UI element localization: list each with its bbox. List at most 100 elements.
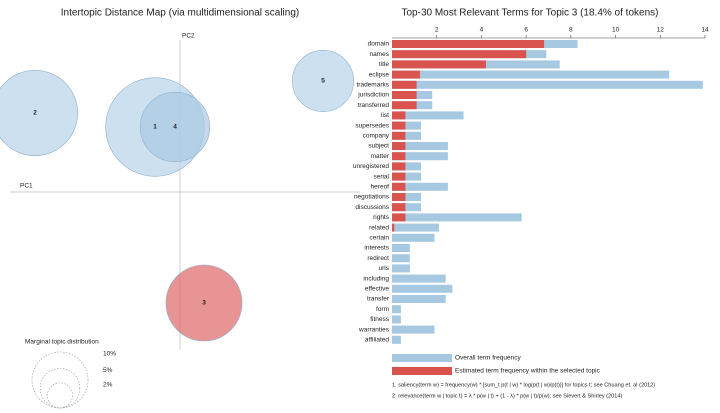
overall-bar — [392, 172, 422, 181]
legend-swatch — [392, 367, 452, 375]
term-label: unregistered — [353, 163, 390, 170]
footnote: 1. saliency(term w) = frequency(w) * [su… — [392, 382, 655, 388]
overall-bar — [392, 223, 439, 232]
term-label: list — [381, 112, 389, 119]
pc2-label: PC2 — [182, 33, 195, 40]
footnote: 2. relevance(term w | topic t) = λ * p(w… — [392, 393, 622, 399]
term-label: title — [379, 61, 390, 68]
marginal-label: 10% — [103, 351, 116, 358]
legend-swatch — [392, 354, 452, 362]
topic-label: 2 — [33, 110, 37, 117]
overall-bar — [392, 111, 464, 120]
term-label: form — [376, 306, 389, 313]
term-label: domain — [368, 41, 390, 48]
overall-bar — [392, 131, 422, 140]
term-label: including — [363, 275, 389, 282]
topic-bar — [392, 101, 417, 110]
term-label: urls — [379, 265, 390, 272]
topic-bar — [392, 40, 545, 48]
term-label: serial — [373, 173, 389, 180]
term-label: trademarks — [356, 82, 389, 89]
overall-bar — [392, 254, 410, 263]
term-label: effective — [365, 286, 389, 293]
x-tick-label: 2 — [435, 27, 439, 34]
term-label: affiliated — [365, 337, 389, 344]
term-label: related — [369, 224, 389, 231]
overall-bar — [392, 335, 401, 344]
x-tick-label: 12 — [657, 27, 665, 34]
term-label: warranties — [358, 326, 390, 333]
term-label: subject — [368, 143, 389, 150]
topic-bubble — [139, 91, 211, 163]
topic-bar — [392, 80, 417, 89]
x-tick-label: 14 — [701, 27, 709, 34]
overall-bar — [392, 182, 448, 191]
topic-bar — [392, 70, 420, 79]
marginal-circle — [47, 382, 73, 409]
term-label: fitness — [370, 316, 390, 323]
overall-bar — [392, 264, 410, 273]
topic-bar — [392, 162, 406, 171]
x-tick-label: 10 — [612, 27, 620, 34]
term-label: supersedes — [355, 122, 389, 129]
topic-bar — [392, 193, 406, 201]
term-label: redirect — [367, 255, 389, 262]
topic-bar — [392, 152, 406, 161]
overall-bar — [392, 80, 703, 89]
topic-label: 5 — [321, 78, 325, 85]
topic-bar — [392, 111, 406, 120]
topic-label: 4 — [173, 124, 177, 131]
marginal-label: 2% — [103, 382, 113, 389]
legend-label: Overall term frequency — [455, 355, 521, 362]
marginal-circle — [31, 351, 89, 409]
overall-bar — [392, 152, 448, 161]
legend-label: Estimated term frequency within the sele… — [455, 368, 601, 375]
term-label: names — [369, 51, 389, 58]
topic-bar — [392, 91, 417, 99]
overall-bar — [392, 162, 422, 171]
topic-bubble — [0, 70, 78, 156]
x-tick-label: 8 — [569, 27, 573, 34]
marginal-circle — [39, 368, 81, 409]
marginal-label: 5% — [103, 367, 113, 374]
overall-bar — [392, 121, 422, 130]
overall-bar — [392, 295, 446, 303]
topic-bubble — [165, 264, 243, 342]
overall-bar — [392, 244, 410, 252]
topic-bar — [392, 172, 406, 181]
overall-bar — [392, 284, 453, 293]
topic-bar — [392, 131, 406, 140]
term-label: certain — [369, 235, 389, 242]
term-label: company — [363, 133, 390, 140]
topic-bar — [392, 60, 486, 69]
overall-bar — [392, 70, 670, 79]
term-label: eclipse — [369, 71, 390, 78]
overall-bar — [392, 305, 401, 314]
term-label: interests — [364, 245, 389, 252]
topic-bar — [392, 182, 406, 191]
topic-bar — [392, 223, 395, 232]
overall-bar — [392, 233, 435, 242]
marginal-title: Marginal topic distribution — [25, 339, 99, 346]
overall-bar — [392, 213, 522, 222]
topic-label: 1 — [153, 124, 157, 131]
x-tick-label: 4 — [480, 27, 484, 34]
topic-bar — [392, 213, 406, 222]
topic-bar — [392, 50, 527, 59]
term-label: matter — [371, 153, 390, 160]
term-label: jurisdiction — [357, 92, 389, 99]
term-label: rights — [373, 214, 390, 221]
topic-bar — [392, 142, 406, 150]
term-label: transfer — [367, 296, 390, 303]
term-label: transferred — [358, 102, 390, 109]
overall-bar — [392, 325, 435, 334]
overall-bar — [392, 274, 446, 283]
overall-bar — [392, 142, 448, 150]
overall-bar — [392, 203, 422, 212]
pc1-label: PC1 — [20, 183, 33, 190]
map-title: Intertopic Distance Map (via multidimens… — [61, 8, 299, 19]
bar-title: Top-30 Most Relevant Terms for Topic 3 (… — [402, 8, 659, 19]
topic-bubble — [292, 50, 354, 112]
topic-bar — [392, 203, 406, 212]
